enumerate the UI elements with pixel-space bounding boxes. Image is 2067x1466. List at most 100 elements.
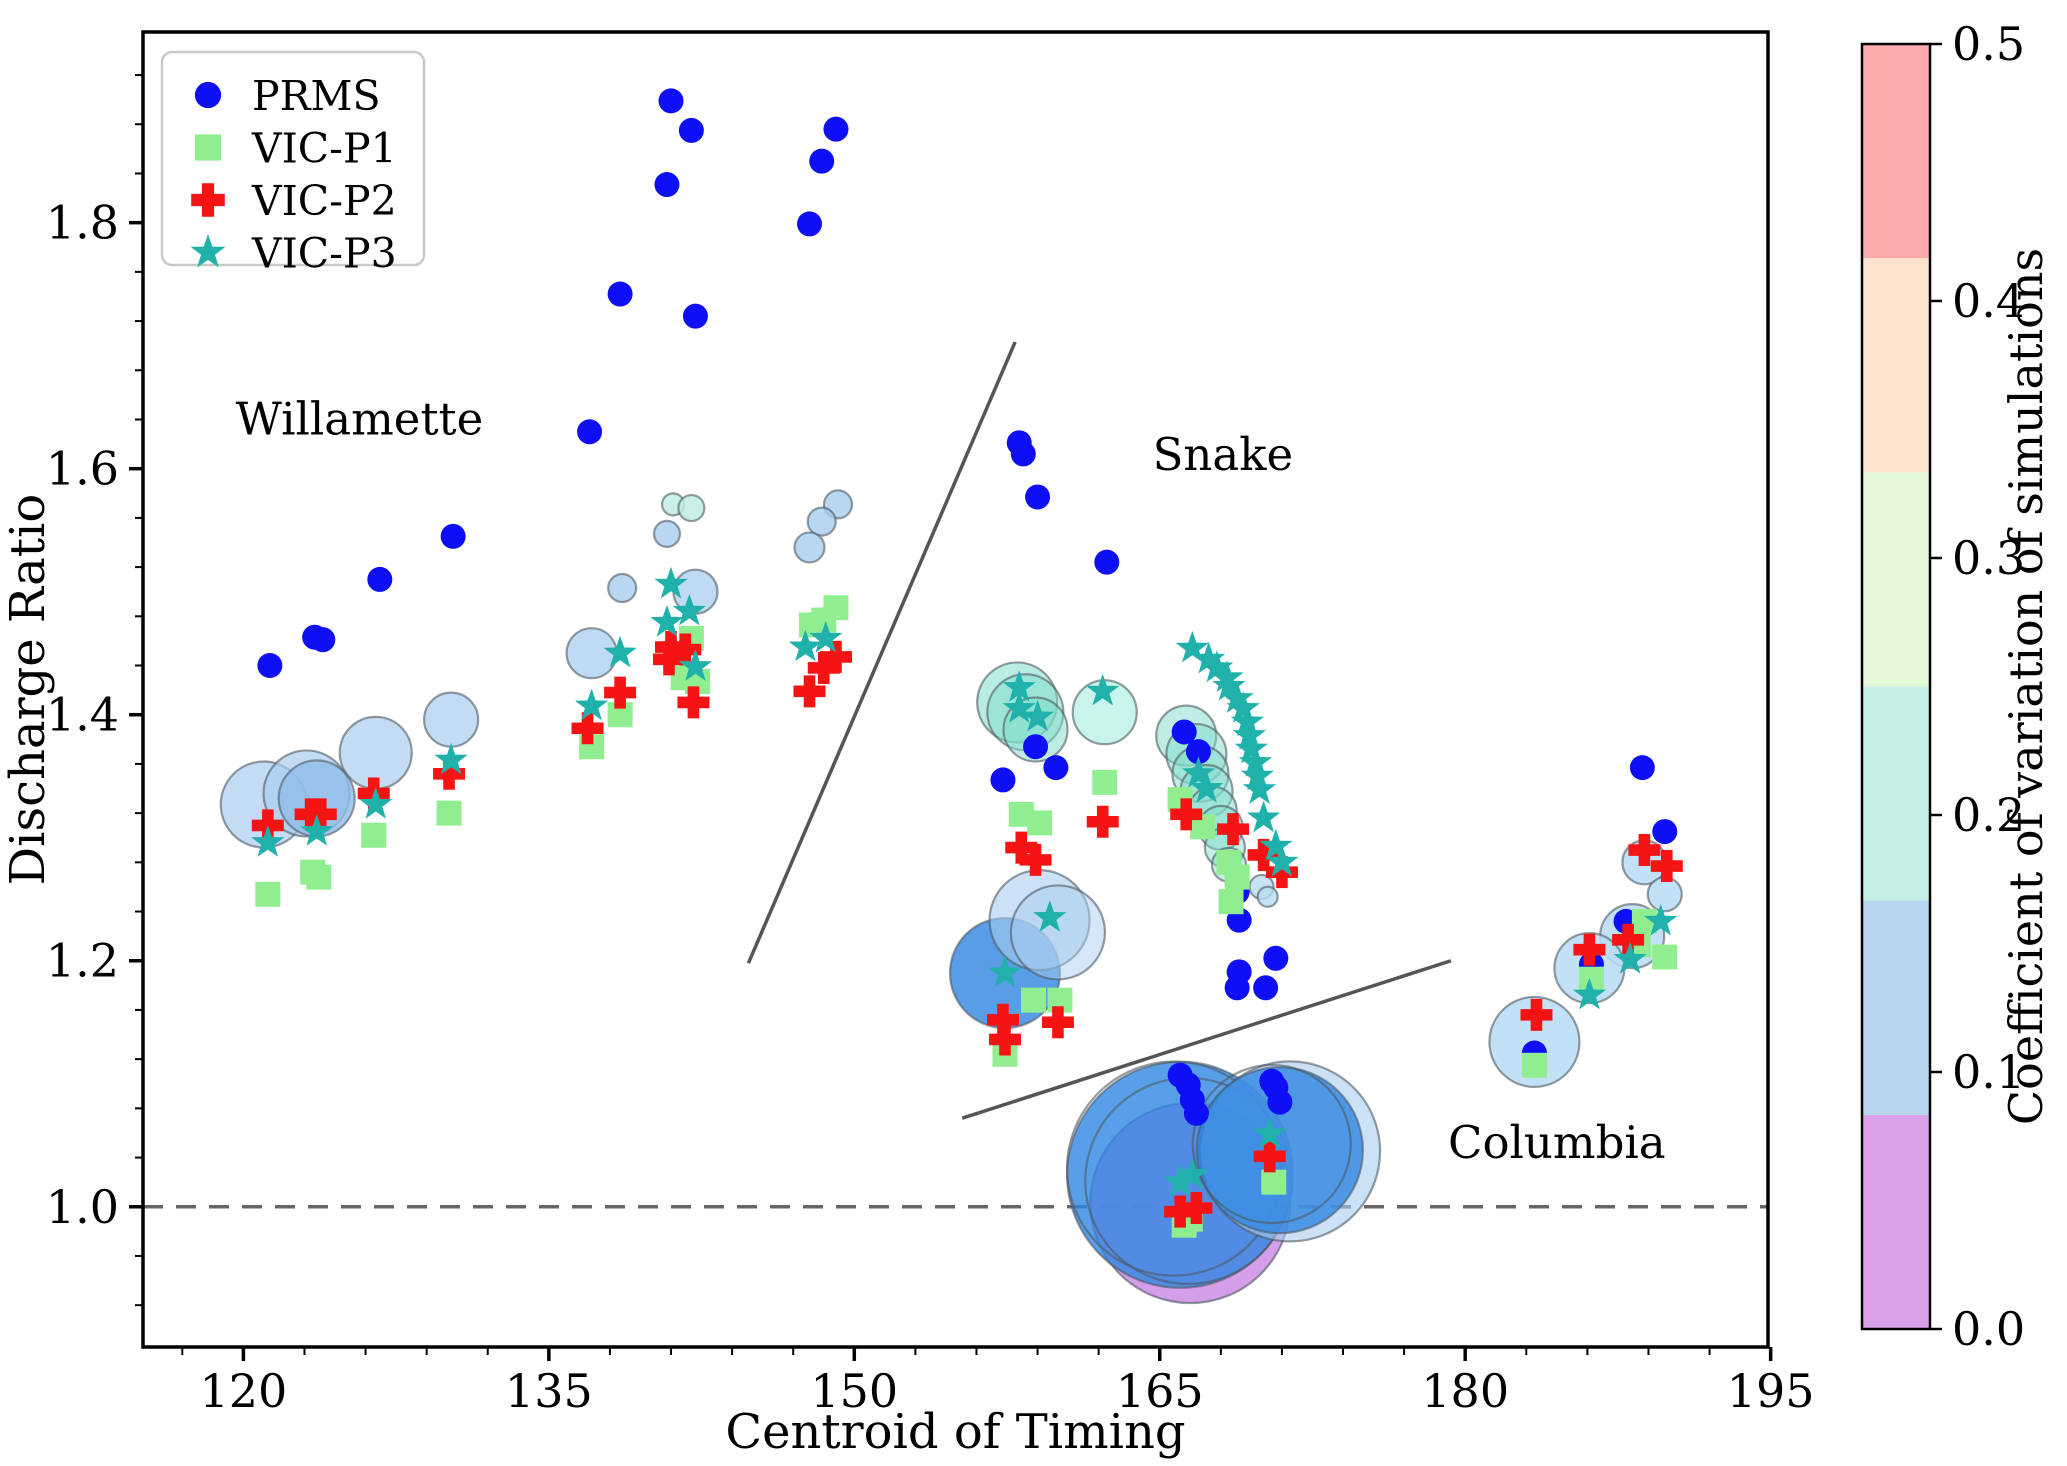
- colorbar-tick-label: 0.3: [1952, 531, 2025, 585]
- legend-label-PRMS: PRMS: [252, 72, 381, 120]
- prms-circle-marker: [1023, 734, 1049, 760]
- prms-circle-marker: [310, 627, 336, 653]
- legend-label-VIC-P3: VIC-P3: [251, 230, 397, 278]
- vic-p3-star-marker: [1163, 1164, 1197, 1197]
- y-tick-label: 1.6: [46, 442, 119, 496]
- vic-p3-star-marker: [654, 566, 688, 599]
- x-tick-label: 180: [1421, 1364, 1509, 1418]
- colorbar-tick-label: 0.4: [1952, 274, 2025, 328]
- vic-p2-cross-marker: [1573, 933, 1606, 966]
- vic-p2-cross-marker: [793, 675, 826, 708]
- vic-p3-star-marker: [678, 649, 713, 681]
- cv-bubble: [806, 506, 837, 537]
- prms-circle-marker: [990, 767, 1016, 793]
- prms-circle-marker: [678, 117, 704, 143]
- vic-p2-cross-marker: [1217, 813, 1250, 846]
- vic-p2-cross-marker: [986, 1003, 1019, 1036]
- prms-circle-marker: [654, 172, 680, 198]
- vic-p2-cross-marker: [1164, 1195, 1197, 1228]
- vic-p1-square-marker: [1092, 769, 1118, 795]
- vic-p2-cross-marker: [1005, 831, 1038, 864]
- prms-circle-marker: [1267, 1089, 1293, 1115]
- vic-p2-cross-marker: [1520, 998, 1553, 1031]
- prms-circle-marker: [440, 523, 466, 549]
- series-VIC-P3: [251, 566, 1678, 1197]
- prms-circle-marker: [1185, 739, 1211, 765]
- x-tick-label: 135: [505, 1364, 593, 1418]
- y-axis-label: Discharge Ratio: [0, 494, 56, 886]
- vic-p2-cross-marker: [819, 640, 852, 673]
- cv-bubble: [793, 531, 826, 564]
- vic-p1-square-marker: [194, 134, 222, 161]
- legend-box: [160, 50, 426, 267]
- vic-p3-star-marker: [1234, 731, 1268, 764]
- vic-p3-star-marker: [672, 593, 706, 626]
- cv-bubble: [1646, 876, 1683, 913]
- prms-circle-marker: [1629, 755, 1655, 781]
- vic-p3-star-marker: [251, 825, 285, 857]
- vic-p3-star-marker: [1242, 772, 1277, 804]
- vic-p2-cross-marker: [1019, 843, 1052, 876]
- vic-p3-star-marker: [1020, 699, 1055, 732]
- vic-p1-square-marker: [436, 800, 462, 826]
- vic-p2-cross-marker: [1253, 1140, 1286, 1173]
- cv-bubble: [677, 493, 706, 523]
- y-tick-label: 1.0: [46, 1180, 119, 1234]
- vic-p3-star-marker: [434, 742, 468, 775]
- vic-p3-star-marker: [1247, 800, 1281, 833]
- prms-circle-marker: [367, 566, 393, 592]
- vic-p3-star-marker: [650, 605, 684, 637]
- vic-p3-star-marker: [1230, 704, 1264, 737]
- vic-p2-cross-marker: [1650, 850, 1683, 883]
- vic-p2-cross-marker: [1041, 1006, 1074, 1039]
- prms-circle-marker: [577, 419, 603, 445]
- vic-p3-star-marker: [809, 620, 843, 653]
- colorbar-label: Coefficient of variation of simulations: [1999, 248, 2053, 1125]
- vic-p2-cross-marker: [1265, 856, 1298, 889]
- region-label-columbia: Columbia: [1448, 1116, 1666, 1169]
- prms-circle-marker: [1253, 975, 1279, 1001]
- prms-circle-marker: [823, 116, 849, 142]
- vic-p1-square-marker: [1521, 1052, 1547, 1078]
- vic-p1-square-marker: [1020, 987, 1046, 1013]
- vic-p3-star-marker: [1192, 641, 1226, 674]
- y-tick-label: 1.4: [46, 688, 119, 742]
- vic-p3-star-marker: [1226, 691, 1260, 723]
- vic-p3-star-marker: [1189, 771, 1224, 803]
- colorbar-band: [1862, 1114, 1930, 1329]
- series-VIC-P1: [255, 595, 1678, 1238]
- prms-circle-marker: [1224, 975, 1250, 1001]
- region-divider-line-1: [746, 341, 1017, 964]
- vic-p1-square-marker: [255, 881, 281, 907]
- vic-p3-star-marker: [1644, 903, 1678, 936]
- vic-p3-star-marker: [1259, 828, 1293, 861]
- prms-circle-marker: [682, 303, 708, 329]
- bubble-layer: [219, 489, 1683, 1305]
- legend-label-VIC-P2: VIC-P2: [251, 177, 397, 225]
- colorbar-band: [1862, 686, 1930, 901]
- vic-p2-cross-marker: [669, 633, 702, 666]
- vic-p1-square-marker: [1652, 944, 1678, 970]
- prms-circle-marker: [658, 88, 684, 114]
- cv-bubble: [1009, 884, 1107, 981]
- vic-p2-cross-marker: [807, 651, 840, 684]
- vic-p3-star-marker: [603, 635, 637, 668]
- cv-bubble: [422, 691, 480, 748]
- vic-p2-cross-marker: [304, 798, 337, 831]
- colorbar-tick-label: 0.0: [1952, 1302, 2025, 1356]
- vic-p3-star-marker: [1613, 942, 1647, 974]
- vic-p3-star-marker: [1181, 756, 1216, 788]
- vic-p3-star-marker: [988, 955, 1022, 988]
- colorbar-band: [1862, 44, 1930, 259]
- vic-p2-cross-marker: [1170, 798, 1203, 831]
- x-tick-label: 165: [1116, 1364, 1204, 1418]
- colorbar-tick-label: 0.5: [1952, 17, 2025, 71]
- vic-p3-star-marker: [1002, 670, 1036, 702]
- vic-p2-cross-marker: [433, 757, 466, 790]
- vic-p3-star-marker: [1086, 673, 1120, 706]
- cv-bubble: [1256, 885, 1279, 908]
- cv-bubble: [607, 572, 638, 604]
- colorbar-tick-label: 0.1: [1952, 1045, 2025, 1099]
